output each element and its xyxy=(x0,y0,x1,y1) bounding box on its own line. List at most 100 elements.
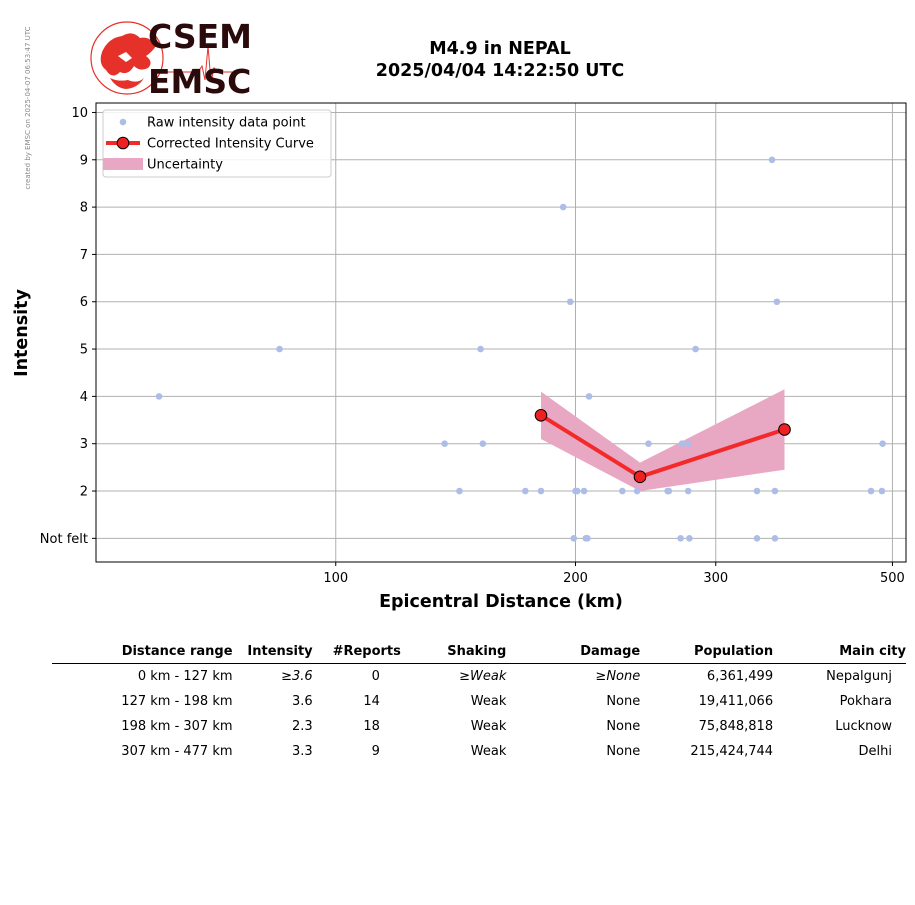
raw-intensity-point xyxy=(584,535,591,542)
cell-reports: 9 xyxy=(371,744,380,759)
cell-shaking: Weak xyxy=(470,694,507,709)
raw-intensity-point xyxy=(879,440,886,448)
raw-intensity-point xyxy=(479,440,487,448)
raw-intensity-point xyxy=(867,487,875,495)
cell-main-city: Lucknow xyxy=(835,719,892,734)
x-axis-label: Epicentral Distance (km) xyxy=(379,592,623,612)
legend-raw-swatch xyxy=(119,118,127,126)
cell-population: 6,361,499 xyxy=(706,669,774,684)
cell-intensity: ≥3.6 xyxy=(281,669,313,684)
cell-population: 75,848,818 xyxy=(698,719,774,734)
raw-intensity-point xyxy=(753,535,761,542)
ticks: 100 200 300 500 Not felt 2 3 4 5 6 7 8 9 10 xyxy=(40,106,905,586)
cell-intensity: 3.3 xyxy=(291,744,313,759)
cell-distance-range: 307 km - 477 km xyxy=(121,744,233,759)
cell-main-city: Delhi xyxy=(858,744,892,759)
cell-shaking: Weak xyxy=(470,719,507,734)
uncertainty-band xyxy=(541,389,785,491)
raw-intensity-point xyxy=(678,440,686,448)
raw-points-layer xyxy=(155,156,886,542)
cell-distance-range: 198 km - 307 km xyxy=(121,719,233,734)
cell-reports: 18 xyxy=(363,719,380,734)
raw-intensity-point xyxy=(441,440,448,448)
col-main-city: Main city xyxy=(773,640,906,664)
col-population: Population xyxy=(640,640,774,664)
x-tick-label: 200 xyxy=(563,571,588,586)
y-tick-label: 4 xyxy=(80,390,88,405)
raw-intensity-point xyxy=(585,393,593,400)
cell-distance-range: 0 km - 127 km xyxy=(137,669,233,684)
raw-intensity-point xyxy=(768,156,776,164)
chart-title: M4.9 in NEPAL 2025/04/04 14:22:50 UTC xyxy=(300,38,700,82)
cell-intensity: 3.6 xyxy=(291,694,313,709)
col-reports: #Reports xyxy=(312,640,401,664)
raw-intensity-point xyxy=(645,440,652,448)
corrected-intensity-marker xyxy=(633,470,647,484)
table-header-row: Distance range Intensity #Reports Shakin… xyxy=(52,640,906,664)
raw-intensity-point xyxy=(537,487,545,495)
title-line1: M4.9 in NEPAL xyxy=(429,39,571,59)
raw-intensity-point xyxy=(155,393,163,400)
cell-damage: ≥None xyxy=(595,669,641,684)
uncertainty-band-layer xyxy=(541,389,785,491)
curve-layer xyxy=(534,409,791,484)
raw-intensity-point xyxy=(878,487,886,495)
cell-distance-range: 127 km - 198 km xyxy=(121,694,233,709)
raw-intensity-point xyxy=(665,487,673,495)
raw-intensity-point xyxy=(580,487,588,495)
cell-shaking: Weak xyxy=(470,744,507,759)
cell-reports: 0 xyxy=(371,669,380,684)
raw-intensity-point xyxy=(456,487,463,495)
logo-line2: EMSC xyxy=(148,62,251,98)
raw-intensity-point xyxy=(570,535,578,542)
raw-intensity-point xyxy=(686,535,693,542)
corrected-intensity-marker xyxy=(778,423,791,436)
y-tick-label: 5 xyxy=(80,343,88,358)
summary-table: Distance range Intensity #Reports Shakin… xyxy=(52,640,906,764)
legend: Raw intensity data point Corrected Intens… xyxy=(102,109,332,178)
csem-emsc-logo: CSEM EMSC xyxy=(90,17,252,98)
raw-intensity-point xyxy=(692,345,699,353)
raw-intensity-point xyxy=(559,203,567,211)
legend-label: Raw intensity data point xyxy=(147,116,306,131)
corrected-intensity-marker xyxy=(534,409,548,422)
y-tick-label: 7 xyxy=(80,248,88,263)
raw-intensity-point xyxy=(684,487,692,495)
cell-main-city: Nepalgunj xyxy=(826,669,892,684)
cell-damage: None xyxy=(606,719,641,734)
raw-intensity-point xyxy=(684,440,692,448)
legend-curve-marker xyxy=(116,136,130,150)
raw-intensity-point xyxy=(619,487,626,495)
table-row: 127 km - 198 km 3.6 14 Weak None 19,411,… xyxy=(52,689,906,714)
raw-intensity-point xyxy=(566,298,574,306)
raw-intensity-point xyxy=(771,535,779,542)
cell-main-city: Pokhara xyxy=(839,694,892,709)
raw-intensity-point xyxy=(276,345,283,353)
cell-reports: 14 xyxy=(363,694,380,709)
title-line2: 2025/04/04 14:22:50 UTC xyxy=(375,61,625,81)
legend-box xyxy=(102,109,332,178)
raw-intensity-point xyxy=(633,487,641,495)
x-tick-label: 300 xyxy=(703,571,728,586)
raw-intensity-point xyxy=(573,487,581,495)
y-tick-label: 9 xyxy=(80,153,88,168)
raw-intensity-point xyxy=(477,345,484,353)
col-intensity: Intensity xyxy=(232,640,313,664)
cell-population: 19,411,066 xyxy=(698,694,774,709)
y-tick-label: 2 xyxy=(80,485,88,500)
raw-intensity-point xyxy=(753,487,761,495)
cell-intensity: 2.3 xyxy=(291,719,313,734)
raw-intensity-point xyxy=(771,487,779,495)
table-row: 307 km - 477 km 3.3 9 Weak None 215,424,… xyxy=(52,739,906,764)
y-tick-label: 6 xyxy=(80,295,88,310)
y-tick-label: Not felt xyxy=(40,532,88,547)
table-row: 0 km - 127 km ≥3.6 0 ≥Weak ≥None 6,361,4… xyxy=(52,664,906,690)
y-tick-label: 10 xyxy=(71,106,88,121)
y-tick-label: 3 xyxy=(80,437,88,452)
x-tick-label: 100 xyxy=(323,571,348,586)
raw-intensity-point xyxy=(677,535,684,542)
cell-population: 215,424,744 xyxy=(690,744,774,759)
raw-intensity-point xyxy=(522,487,529,495)
col-damage: Damage xyxy=(506,640,641,664)
legend-label: Uncertainty xyxy=(147,158,223,173)
